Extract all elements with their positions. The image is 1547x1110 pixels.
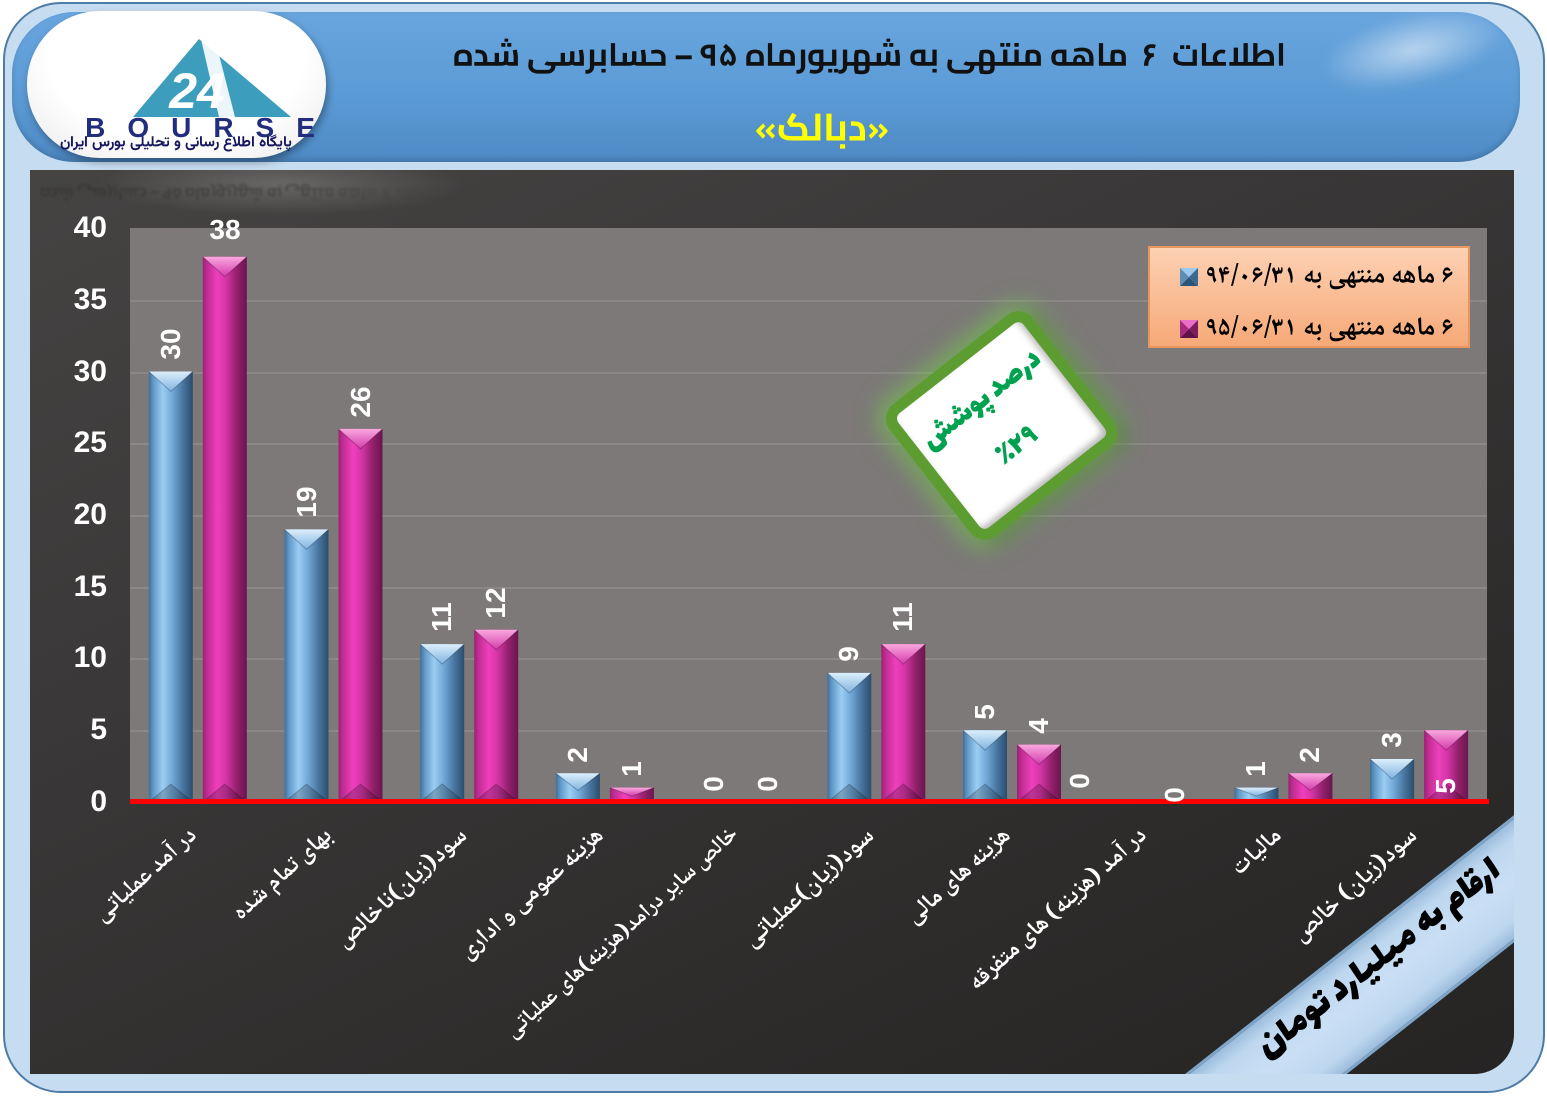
svg-text:24: 24 (168, 63, 225, 119)
